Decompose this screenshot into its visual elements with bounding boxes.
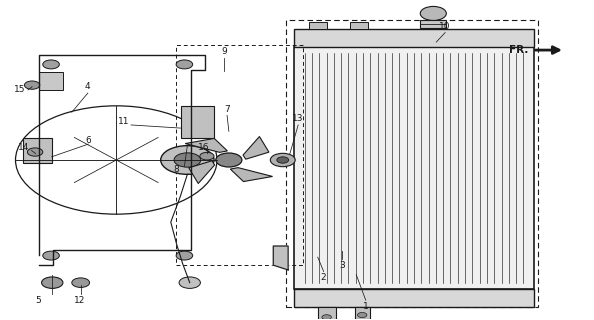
Circle shape [27, 148, 43, 156]
Bar [286, 20, 538, 307]
Circle shape [176, 60, 192, 69]
Text: 4: 4 [85, 82, 91, 91]
Text: FR.: FR. [508, 45, 528, 55]
Bar [294, 289, 534, 307]
Bar [355, 307, 369, 319]
Circle shape [43, 251, 59, 260]
Bar [175, 45, 303, 265]
Bar [39, 72, 63, 90]
Bar [350, 22, 368, 29]
Circle shape [322, 315, 331, 320]
Circle shape [270, 153, 295, 167]
Bar [294, 29, 534, 47]
Circle shape [42, 277, 63, 288]
Circle shape [200, 152, 214, 160]
Text: 16: 16 [198, 143, 209, 152]
Bar [318, 307, 336, 320]
Text: 3: 3 [339, 261, 345, 270]
Text: 8: 8 [174, 165, 179, 174]
Bar [309, 22, 327, 29]
Circle shape [216, 153, 242, 167]
Text: 13: 13 [292, 114, 304, 123]
Text: 1: 1 [363, 302, 369, 311]
Text: 14: 14 [18, 143, 29, 152]
Polygon shape [243, 137, 269, 159]
Text: 2: 2 [321, 273, 327, 282]
Bar [421, 20, 446, 28]
Text: 9: 9 [221, 47, 227, 56]
Text: 15: 15 [14, 85, 26, 94]
Polygon shape [230, 168, 273, 181]
Circle shape [174, 153, 201, 167]
Bar [23, 138, 52, 163]
Polygon shape [189, 161, 214, 183]
Circle shape [358, 313, 367, 317]
Bar [181, 106, 214, 138]
Polygon shape [273, 246, 288, 270]
Circle shape [277, 157, 289, 163]
Text: 11: 11 [118, 117, 129, 126]
Text: 10: 10 [440, 22, 451, 31]
Circle shape [421, 6, 446, 20]
Circle shape [176, 251, 192, 260]
Circle shape [179, 277, 200, 288]
Text: 12: 12 [74, 296, 85, 305]
Polygon shape [185, 139, 228, 152]
Circle shape [161, 146, 214, 174]
Text: 5: 5 [36, 296, 42, 305]
Text: 6: 6 [86, 136, 91, 145]
Circle shape [24, 81, 40, 89]
Circle shape [43, 60, 59, 69]
Circle shape [72, 278, 90, 287]
Bar [294, 47, 534, 289]
Text: 7: 7 [224, 105, 230, 114]
